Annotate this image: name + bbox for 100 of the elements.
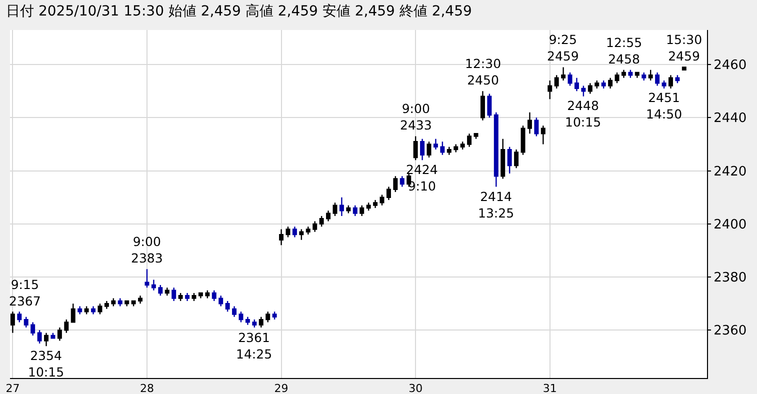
candlestick [326, 210, 331, 222]
candlestick [594, 80, 600, 90]
y-tick-label: 2420 [714, 164, 747, 180]
candlestick [494, 112, 498, 188]
candlestick [554, 74, 559, 90]
candlestick [540, 125, 546, 145]
candlestick [212, 290, 216, 302]
candlestick [91, 306, 96, 315]
candlestick [10, 310, 15, 334]
candlestick [178, 292, 183, 302]
candlestick [158, 284, 163, 296]
x-tick-label: 31 [542, 382, 557, 394]
candlestick [124, 300, 130, 307]
candlestick [232, 306, 237, 318]
candlestick [426, 140, 432, 158]
y-tick-label: 2380 [714, 270, 747, 286]
candlestick [675, 74, 680, 84]
candlestick [279, 228, 284, 246]
candlestick [662, 80, 666, 90]
annotation: 9:00 2433 [400, 101, 432, 132]
candlestick [306, 226, 310, 236]
y-tick-label: 2360 [714, 324, 747, 339]
annotation: 12:55 2458 [606, 35, 642, 66]
candlestick [258, 316, 264, 328]
candlestick [527, 112, 532, 134]
candlestick [172, 287, 176, 302]
candlestick [339, 196, 344, 217]
candlestick [312, 220, 318, 232]
x-tick-label: 28 [140, 382, 154, 394]
annotation: 2448 10:15 [565, 98, 602, 130]
candlestick [642, 72, 646, 82]
annotation: 2451 14:50 [646, 90, 682, 122]
y-tick-label: 2460 [714, 58, 747, 74]
annotation: 9:15 2367 [9, 277, 41, 308]
candlestick [621, 69, 626, 78]
annotation: 2354 10:15 [28, 348, 64, 380]
candlestick [608, 77, 613, 90]
candlestick [628, 69, 633, 78]
candlestick [104, 300, 109, 310]
candlestick [454, 144, 458, 153]
candlestick [78, 306, 82, 315]
candlestick [151, 279, 156, 291]
candlestick [57, 326, 62, 342]
annotation: 2414 13:25 [478, 189, 514, 220]
candlestick [655, 72, 660, 86]
candlestick [272, 310, 277, 320]
candlestick [500, 138, 506, 180]
candlestick [138, 295, 143, 304]
candlestick [668, 74, 673, 90]
x-tick-label: 30 [408, 382, 423, 394]
candlestick [507, 146, 512, 174]
candlestick [433, 138, 438, 150]
y-tick-label: 2400 [714, 217, 747, 232]
candlestick [332, 202, 338, 217]
candlestick [185, 292, 190, 302]
candlestick [44, 332, 49, 347]
candlestick [366, 202, 371, 212]
candlestick [292, 226, 297, 238]
candlestick [386, 186, 391, 201]
y-tick-label: 2440 [714, 111, 747, 126]
candlestick [534, 117, 539, 137]
candlestick [446, 146, 452, 156]
candlestick [561, 66, 566, 82]
x-tick-label: 29 [274, 382, 288, 394]
candlestick [17, 310, 22, 323]
candlestick [648, 69, 653, 82]
candlestick [514, 148, 519, 169]
candlestick [225, 300, 230, 312]
candlestick [245, 316, 250, 326]
candlestick [581, 85, 586, 98]
candlestick [393, 176, 398, 193]
annotation: 9:25 2459 [547, 32, 579, 64]
candlestick [198, 292, 203, 299]
candlestick [37, 330, 42, 344]
candlestick [266, 310, 270, 323]
candlestick [252, 318, 257, 328]
candlestick [98, 303, 102, 315]
candlestick [192, 292, 196, 302]
candlestick [574, 77, 579, 92]
candlestick [440, 140, 445, 156]
candlestick [420, 138, 425, 161]
candlestick [144, 268, 150, 288]
candlestick [568, 72, 572, 86]
chart-title: 日付 2025/10/31 15:30 始値 2,459 高値 2,459 安値 2,459 終値 2,459 [6, 4, 472, 20]
candlestick [64, 318, 69, 334]
candlestick [118, 298, 122, 307]
candlestick [205, 290, 210, 299]
candlestick [30, 322, 36, 336]
candlestick [70, 303, 76, 323]
candlestick [360, 204, 364, 217]
candlestick [474, 133, 478, 140]
candlestick [588, 82, 592, 94]
candlestick [487, 93, 492, 118]
candlestick [346, 204, 351, 214]
candlestick [24, 316, 28, 328]
candlestick [238, 310, 244, 323]
candlestick [131, 300, 136, 307]
candlestick [111, 298, 116, 307]
candlestick [413, 136, 418, 161]
candlestick [84, 306, 89, 315]
